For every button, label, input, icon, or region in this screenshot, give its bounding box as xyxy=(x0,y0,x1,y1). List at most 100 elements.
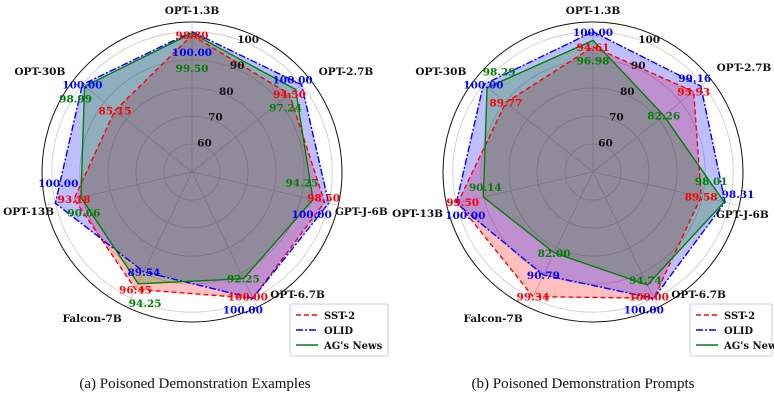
data-label: 82.00 xyxy=(538,248,571,260)
data-label: 90.66 xyxy=(67,207,100,219)
data-label: 96.98 xyxy=(577,55,610,67)
data-label: 94.50 xyxy=(273,89,306,101)
data-label: 94.61 xyxy=(577,42,610,54)
data-label: 100.00 xyxy=(629,291,669,303)
data-label: 89.54 xyxy=(127,267,160,279)
data-label: 98.01 xyxy=(695,176,728,188)
radar-chart-a: SST-2 OLID AG's News 60 70 80 90 100 OPT-1.3B OPT… xyxy=(3,5,389,357)
spoke xyxy=(191,171,339,206)
series-line-olid xyxy=(455,31,726,300)
radial-tick-label: 60 xyxy=(197,137,212,149)
axis-label: OPT-1.3B xyxy=(566,5,621,17)
spoke xyxy=(592,171,740,206)
series-fill-ag-s-news xyxy=(483,40,725,285)
radial-tick-label: 100 xyxy=(237,34,259,46)
data-label: 98.29 xyxy=(483,67,516,79)
legend-box xyxy=(289,303,389,357)
axis-label: OPT-13B xyxy=(392,208,443,220)
data-label: 99.50 xyxy=(176,63,209,75)
data-label: 100.00 xyxy=(223,304,263,316)
data-label: 99.16 xyxy=(678,73,711,85)
axis-label: OPT-6.7B xyxy=(270,289,325,301)
data-label: 98.50 xyxy=(307,192,340,204)
series-fill-ag-s-news xyxy=(80,33,314,284)
axis-label: OPT-1.3B xyxy=(165,5,220,17)
radial-tick-label: 100 xyxy=(638,34,660,46)
series-line-ag-s-news xyxy=(80,32,314,285)
data-label: 100.00 xyxy=(463,80,503,92)
spoke xyxy=(527,171,594,308)
data-label: 99.50 xyxy=(446,197,479,209)
data-label: 94.25 xyxy=(286,178,319,190)
axis-label: Falcon-7B xyxy=(62,313,121,325)
series-line-ag-s-news xyxy=(482,39,726,286)
radial-tick-label: 70 xyxy=(609,112,624,124)
radial-tick-label: 80 xyxy=(620,86,635,98)
axis-label: GPT-J-6B xyxy=(716,209,769,221)
data-label: 100.00 xyxy=(573,27,613,39)
data-label: 100.00 xyxy=(292,209,332,221)
data-label: 90.79 xyxy=(527,270,560,282)
caption-b: (b) Poisoned Demonstration Prompts xyxy=(471,376,695,392)
axis-label: Falcon-7B xyxy=(463,313,522,325)
data-label: 93.18 xyxy=(58,194,91,206)
spoke xyxy=(592,78,711,173)
data-label: 98.31 xyxy=(722,189,755,201)
series-line-sst-2 xyxy=(73,34,326,300)
data-label: 92.25 xyxy=(227,274,260,286)
series-fill-sst-2 xyxy=(457,46,702,299)
radial-tick-label: 80 xyxy=(219,86,234,98)
data-label: 100.00 xyxy=(445,210,485,222)
spoke xyxy=(475,78,594,173)
data-label: 89.58 xyxy=(685,192,718,204)
series-fill-olid xyxy=(55,31,329,299)
axis-label: OPT-2.7B xyxy=(717,62,772,74)
data-label: 100.00 xyxy=(624,304,664,316)
radial-tick-label: 90 xyxy=(631,60,646,72)
axis-label: GPT-J-6B xyxy=(335,206,388,218)
spoke xyxy=(126,171,193,308)
axis-label: OPT-13B xyxy=(3,206,54,218)
data-label: 85.15 xyxy=(99,106,132,118)
radar-chart-b: SST-2 OLID AG's News 60 70 80 90 100 OPT-1.3B OPT… xyxy=(392,5,774,357)
legend-label: SST-2 xyxy=(724,311,755,322)
legend-box xyxy=(689,303,773,357)
radial-tick-label: 60 xyxy=(598,137,613,149)
data-label: 98.99 xyxy=(59,93,92,105)
radial-tick-label: 90 xyxy=(230,60,245,72)
series-line-sst-2 xyxy=(456,46,702,300)
axis-label: OPT-6.7B xyxy=(671,289,726,301)
data-label: 82.26 xyxy=(647,111,680,123)
data-label: 100.00 xyxy=(62,80,102,92)
caption-a: (a) Poisoned Demonstration Examples xyxy=(79,376,311,392)
data-label: 94.74 xyxy=(629,275,662,287)
data-label: 100.00 xyxy=(38,178,78,190)
spoke xyxy=(446,171,594,206)
legend: SST-2 OLID AG's News xyxy=(689,303,774,357)
legend: SST-2 OLID AG's News xyxy=(289,303,389,357)
radial-tick-label: 70 xyxy=(208,112,223,124)
axis-label: OPT-30B xyxy=(14,66,65,78)
legend-label: OLID xyxy=(324,326,353,337)
spoke xyxy=(191,171,258,308)
data-label: 95.93 xyxy=(677,87,710,99)
legend-label: AG's News xyxy=(323,341,383,352)
data-label: 98.80 xyxy=(176,30,209,42)
spoke xyxy=(45,171,193,206)
data-label: 100.00 xyxy=(228,291,268,303)
data-label: 90.14 xyxy=(469,182,502,194)
data-label: 94.25 xyxy=(129,298,162,310)
axis-label: OPT-2.7B xyxy=(319,66,374,78)
data-label: 89.77 xyxy=(489,97,522,109)
series-fill-olid xyxy=(456,31,726,299)
legend-label: SST-2 xyxy=(324,311,355,322)
data-label: 100.00 xyxy=(273,75,313,87)
data-label: 97.24 xyxy=(269,102,302,114)
data-label: 99.34 xyxy=(517,292,550,304)
spoke xyxy=(74,78,193,173)
series-line-olid xyxy=(54,31,330,300)
axis-label: OPT-30B xyxy=(415,66,466,78)
series-fill-sst-2 xyxy=(74,35,325,299)
data-label: 100.00 xyxy=(172,47,212,59)
